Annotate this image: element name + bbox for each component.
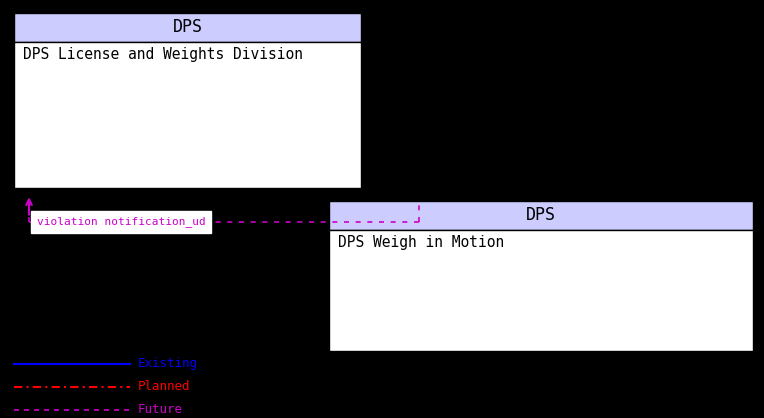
Bar [329,230,753,351]
Text: DPS License and Weights Division: DPS License and Weights Division [23,47,303,62]
Text: violation notification_ud: violation notification_ud [37,216,206,227]
Text: DPS: DPS [173,18,202,36]
Bar [14,42,361,188]
Bar [14,13,361,42]
Bar [329,201,753,230]
Text: Planned: Planned [138,380,190,393]
Text: DPS Weigh in Motion: DPS Weigh in Motion [338,235,504,250]
Text: DPS: DPS [526,206,555,224]
Text: Future: Future [138,403,183,416]
Text: Existing: Existing [138,357,198,370]
